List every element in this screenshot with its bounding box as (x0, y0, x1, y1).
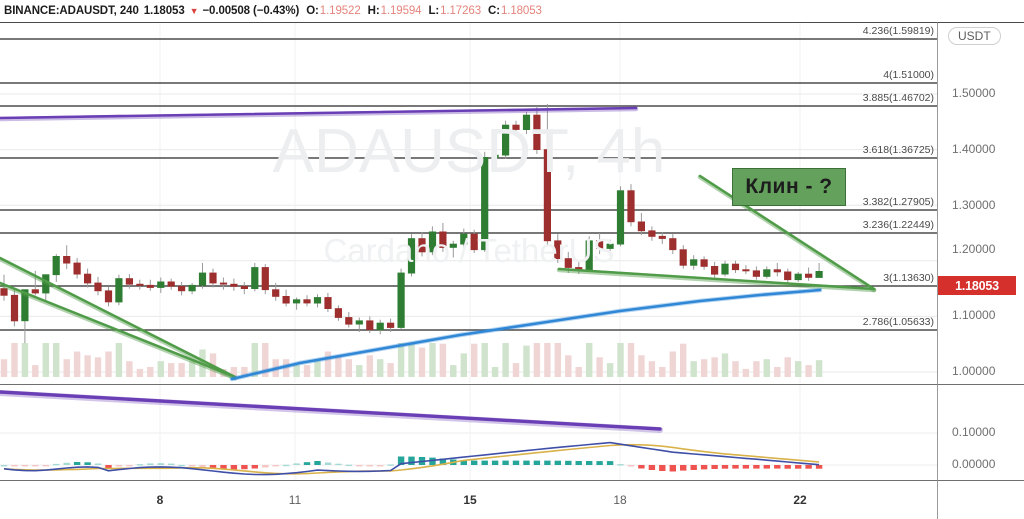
time-tick-15: 15 (463, 493, 477, 507)
price-pane[interactable] (0, 22, 938, 384)
indicator-grid-lines (0, 385, 937, 480)
open-value: 1.19522 (319, 5, 361, 17)
down-triangle-icon: ▼ (189, 6, 199, 16)
fib-level-lines (0, 38, 937, 331)
fib-label-2-786: 2.786(1.05633) (862, 316, 934, 328)
high-label: H: (367, 5, 380, 17)
fib-label-3-618: 3.618(1.36725) (862, 144, 934, 156)
price-tick-1.30000: 1.30000 (952, 198, 996, 212)
last-price-badge: 1.18053 (938, 276, 1016, 295)
last-price-label: 1.18053 (143, 5, 185, 17)
close-value: 1.18053 (500, 5, 542, 17)
indicator-tick-0: 0.10000 (952, 425, 996, 439)
price-change-label: −0.00508 (−0.43%) (202, 5, 300, 17)
low-value: 1.17263 (440, 5, 481, 17)
macd-histogram (0, 456, 823, 472)
candlestick-series (0, 104, 823, 344)
price-tick-1.00000: 1.00000 (952, 364, 996, 378)
indicator-tick-1: 0.00000 (952, 457, 996, 471)
fib-label-4-236: 4.236(1.59819) (862, 25, 934, 37)
macd-chart-canvas[interactable] (0, 385, 937, 480)
fib-label-3-885: 3.885(1.46702) (862, 92, 934, 104)
fib-label-3: 3(1.13630) (883, 272, 934, 284)
trendline-drawings[interactable] (0, 106, 877, 382)
indicator-pane[interactable] (0, 384, 938, 480)
symbol-label[interactable]: BINANCE:ADAUSDT, 240 (4, 5, 139, 17)
time-axis[interactable]: 8 11 15 18 22 (0, 480, 938, 519)
indicator-trendline[interactable] (0, 390, 663, 433)
open-label: O: (306, 5, 319, 17)
currency-badge: USDT (948, 27, 1001, 45)
time-tick-22: 22 (793, 493, 807, 507)
price-chart-canvas[interactable] (0, 23, 937, 383)
time-tick-8: 8 (156, 493, 164, 507)
macd-lines (3, 441, 820, 476)
price-tick-1.20000: 1.20000 (952, 242, 996, 256)
time-tick-18: 18 (613, 493, 627, 507)
price-tick-1.40000: 1.40000 (952, 142, 996, 156)
axis-corner (938, 480, 1024, 519)
close-label: C: (488, 5, 500, 17)
high-value: 1.19594 (380, 5, 422, 17)
low-label: L: (428, 5, 440, 17)
price-tick-1.10000: 1.10000 (952, 308, 996, 322)
time-tick-11: 11 (288, 493, 302, 507)
chart-header: BINANCE:ADAUSDT, 240 1.18053 ▼ −0.00508 … (0, 0, 1024, 22)
indicator-axis[interactable]: 0.10000 0.00000 (938, 384, 1024, 480)
wedge-annotation-box[interactable]: Клин - ? (732, 168, 846, 206)
price-axis[interactable]: USDT 1.50000 1.40000 1.30000 1.20000 1.10000… (938, 22, 1024, 384)
wedge-annotation-text: Клин - ? (745, 175, 833, 198)
fib-label-3-236: 3.236(1.22449) (862, 219, 934, 231)
fib-label-4: 4(1.51000) (883, 69, 934, 81)
fib-label-3-382: 3.382(1.27905) (862, 196, 934, 208)
price-tick-1.50000: 1.50000 (952, 86, 996, 100)
